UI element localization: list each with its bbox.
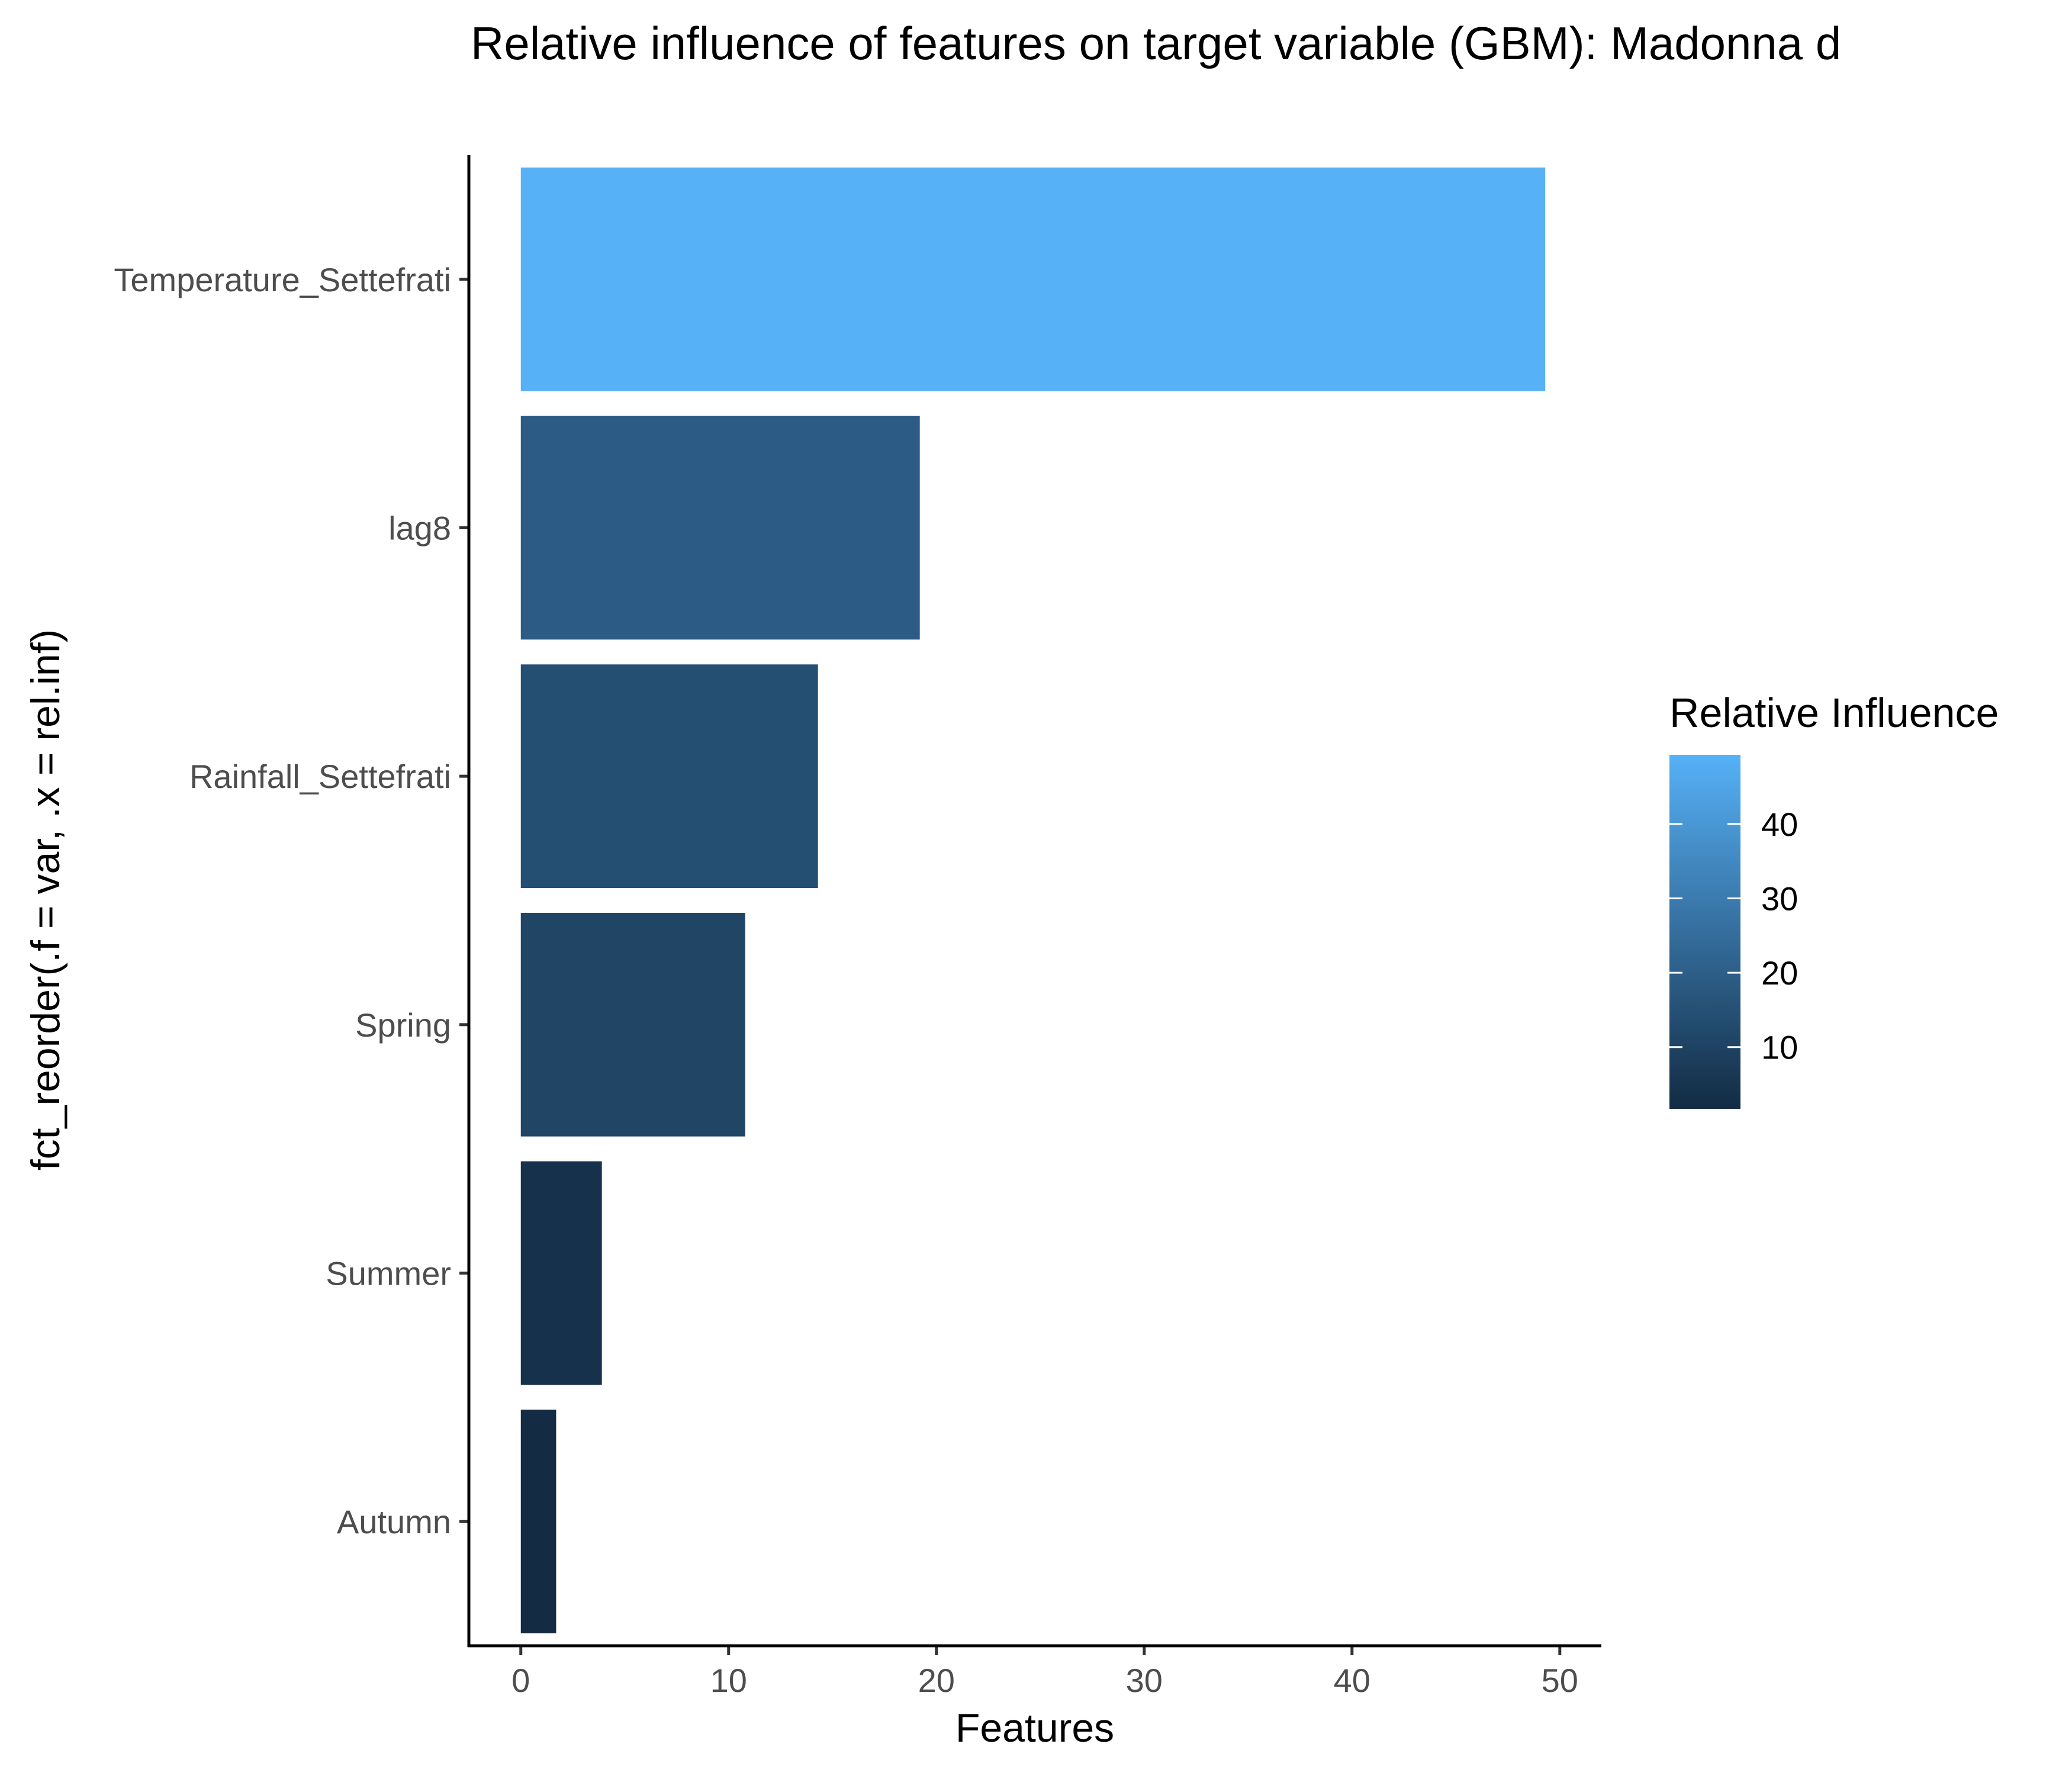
y-tick-label: Temperature_Settefrati <box>114 261 451 298</box>
bars-group <box>520 167 1546 1634</box>
bar-temperature-settefrati <box>520 167 1546 391</box>
chart-title: Relative influence of features on target… <box>471 17 1841 69</box>
y-tick-label: Rainfall_Settefrati <box>189 758 451 795</box>
x-tick-label: 0 <box>511 1662 530 1699</box>
bar-lag8 <box>520 416 920 640</box>
legend-colorbar <box>1669 755 1740 1109</box>
y-tick-label: lag8 <box>388 510 451 547</box>
legend: Relative Influence 10 20 30 40 <box>1669 690 1999 1109</box>
bar-rainfall-settefrati <box>520 664 818 889</box>
legend-title: Relative Influence <box>1669 690 1999 736</box>
legend-tick-label: 10 <box>1761 1029 1798 1066</box>
y-tick-label: Summer <box>326 1255 451 1292</box>
x-tick-label: 20 <box>918 1662 955 1699</box>
x-axis-ticks: 0 10 20 30 40 50 <box>511 1646 1578 1699</box>
y-axis-ticks: Temperature_Settefrati lag8 Rainfall_Sette… <box>114 261 469 1540</box>
legend-ticks: 10 20 30 40 <box>1669 806 1798 1066</box>
bar-spring <box>520 912 745 1137</box>
x-tick-label: 10 <box>710 1662 747 1699</box>
y-tick-label: Autumn <box>337 1503 451 1540</box>
y-tick-label: Spring <box>355 1006 451 1044</box>
y-axis-title: fct_reorder(.f = var, .x = rel.inf) <box>23 629 68 1171</box>
legend-tick-label: 30 <box>1761 880 1798 917</box>
bar-autumn <box>520 1410 556 1634</box>
x-tick-label: 50 <box>1542 1662 1578 1699</box>
legend-tick-label: 40 <box>1761 806 1798 843</box>
x-tick-label: 40 <box>1334 1662 1370 1699</box>
bar-summer <box>520 1161 602 1385</box>
legend-tick-label: 20 <box>1761 954 1798 992</box>
x-tick-label: 30 <box>1126 1662 1163 1699</box>
x-axis-title: Features <box>955 1706 1114 1751</box>
